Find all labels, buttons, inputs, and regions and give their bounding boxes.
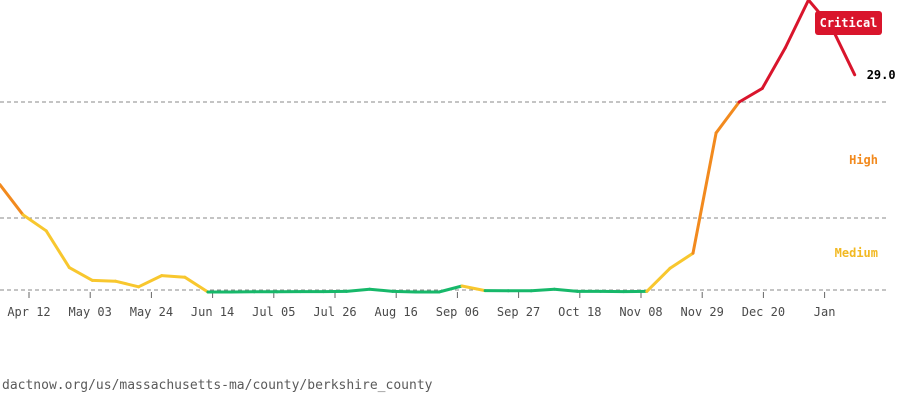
- x-tick-label: Sep 27: [497, 305, 540, 319]
- line-segment: [44, 229, 71, 270]
- line-segment: [345, 287, 372, 293]
- critical-badge: Critical: [815, 11, 882, 35]
- line-segment: [67, 266, 94, 282]
- x-axis: Apr 12 May 03 May 24 Jun 14 Jul 05 Jul 26 Aug …: [7, 292, 835, 319]
- line-segment: [529, 287, 556, 293]
- line-segment: [460, 284, 487, 293]
- line-segment: [90, 278, 117, 283]
- risk-level-chart: Apr 12 May 03 May 24 Jun 14 Jul 05 Jul 26 Aug …: [0, 0, 896, 319]
- x-tick-label: Jul 26: [313, 305, 356, 319]
- line-segment: [737, 86, 764, 104]
- line-segment: [691, 131, 718, 255]
- level-label-high: High: [849, 153, 878, 167]
- x-tick-label: Nov 29: [681, 305, 724, 319]
- x-tick-label: Jan: [814, 305, 836, 319]
- x-tick-label: May 03: [69, 305, 112, 319]
- critical-badge-bg: [815, 11, 882, 35]
- line-segment: [714, 100, 741, 135]
- line-segment: [830, 25, 857, 77]
- line-segment: [645, 266, 672, 293]
- line-segment: [668, 251, 695, 270]
- line-segment: [160, 274, 187, 279]
- line-segment: [391, 289, 418, 294]
- x-tick-label: Nov 08: [619, 305, 662, 319]
- threshold-lines: [0, 101, 886, 291]
- line-segment: [114, 279, 141, 289]
- series-line: [0, 0, 857, 294]
- x-tick-label: May 24: [130, 305, 173, 319]
- line-segment: [437, 284, 464, 294]
- source-url[interactable]: dactnow.org/us/massachusetts-ma/county/b…: [2, 378, 433, 393]
- line-segment: [0, 183, 25, 217]
- line-segment: [137, 274, 164, 289]
- last-value-label: 29.0: [867, 68, 896, 82]
- line-segment: [183, 275, 210, 294]
- level-labels: Medium High Critical 29.0: [815, 11, 896, 260]
- x-tick-label: Dec 20: [742, 305, 785, 319]
- line-segment: [783, 0, 810, 50]
- line-segment: [368, 287, 395, 293]
- x-tick-label: Sep 06: [436, 305, 479, 319]
- line-segment: [760, 46, 787, 90]
- x-tick-label: Apr 12: [7, 305, 50, 319]
- line-segment: [552, 287, 579, 293]
- x-tick-label: Jun 14: [191, 305, 234, 319]
- x-tick-label: Jul 05: [252, 305, 295, 319]
- level-label-medium: Medium: [835, 246, 878, 260]
- critical-badge-label: Critical: [820, 16, 878, 30]
- x-tick-label: Oct 18: [558, 305, 601, 319]
- x-tick-label: Aug 16: [375, 305, 418, 319]
- line-segment: [21, 213, 48, 233]
